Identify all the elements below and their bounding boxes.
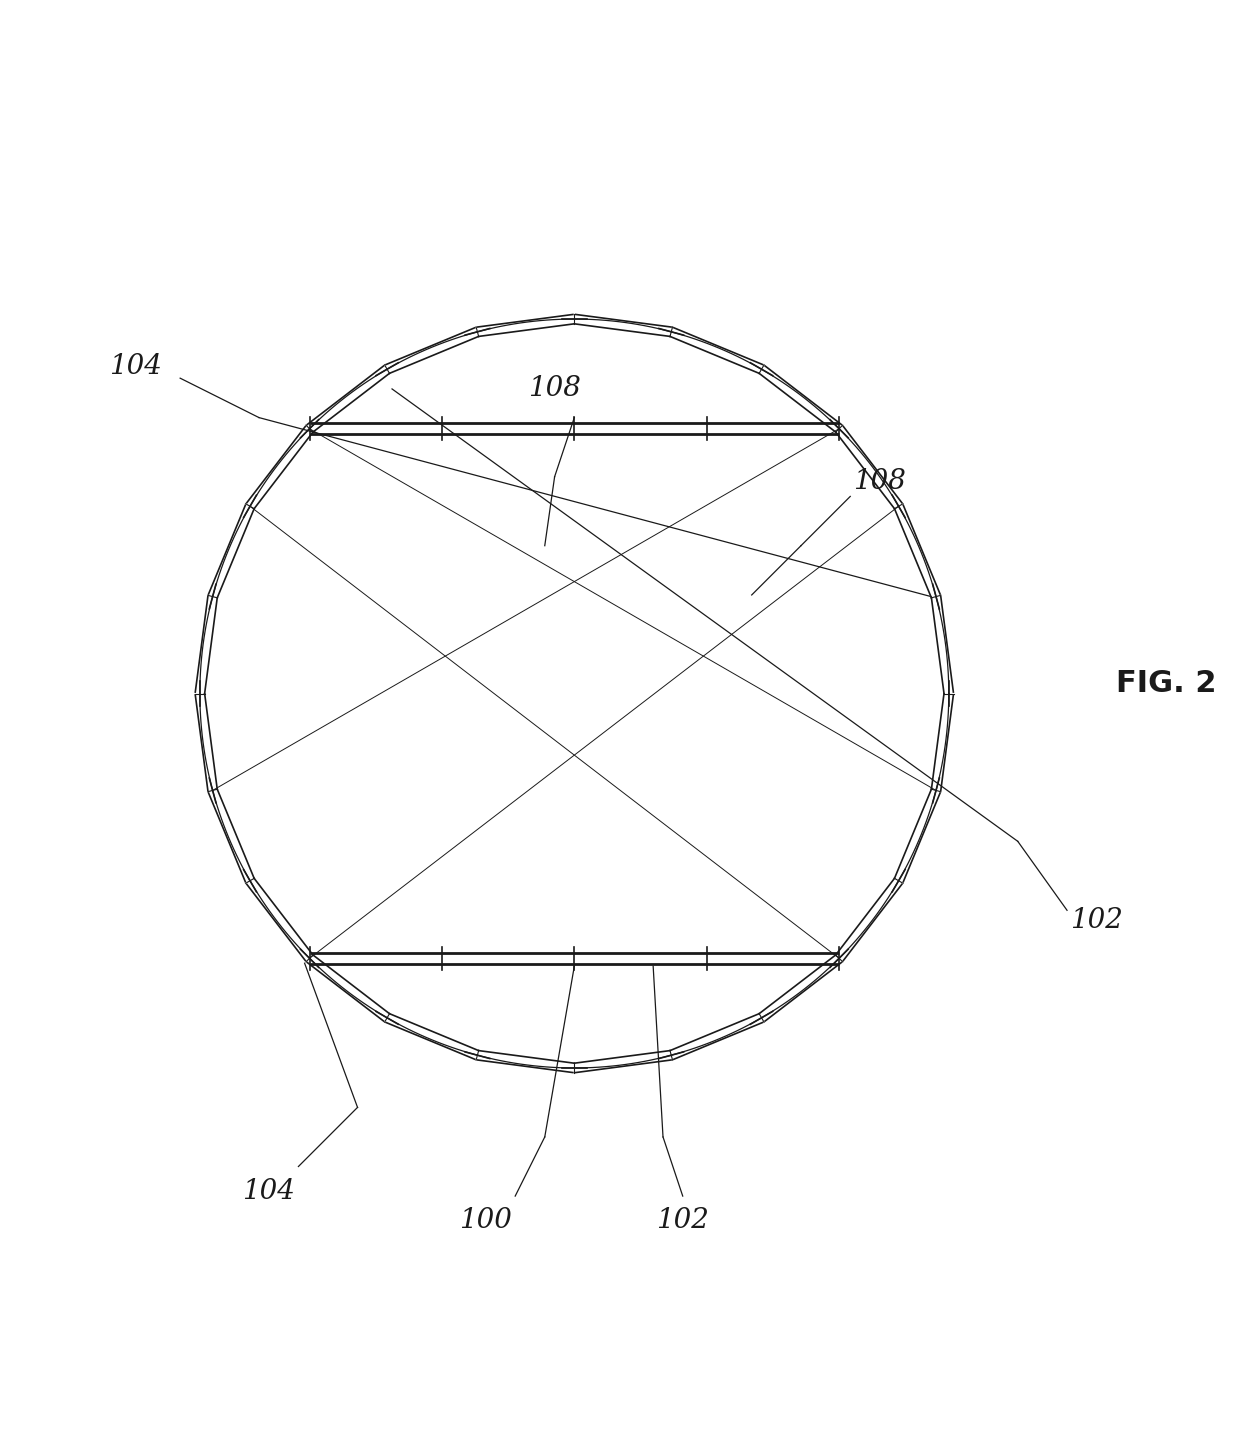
Text: 104: 104 <box>242 1178 295 1204</box>
Text: 108: 108 <box>528 374 582 402</box>
Text: 104: 104 <box>109 352 162 380</box>
Text: FIG. 2: FIG. 2 <box>1116 670 1216 699</box>
Text: 108: 108 <box>853 469 906 495</box>
Text: 100: 100 <box>459 1207 512 1235</box>
Text: 102: 102 <box>1070 907 1123 933</box>
Text: 102: 102 <box>656 1207 709 1235</box>
